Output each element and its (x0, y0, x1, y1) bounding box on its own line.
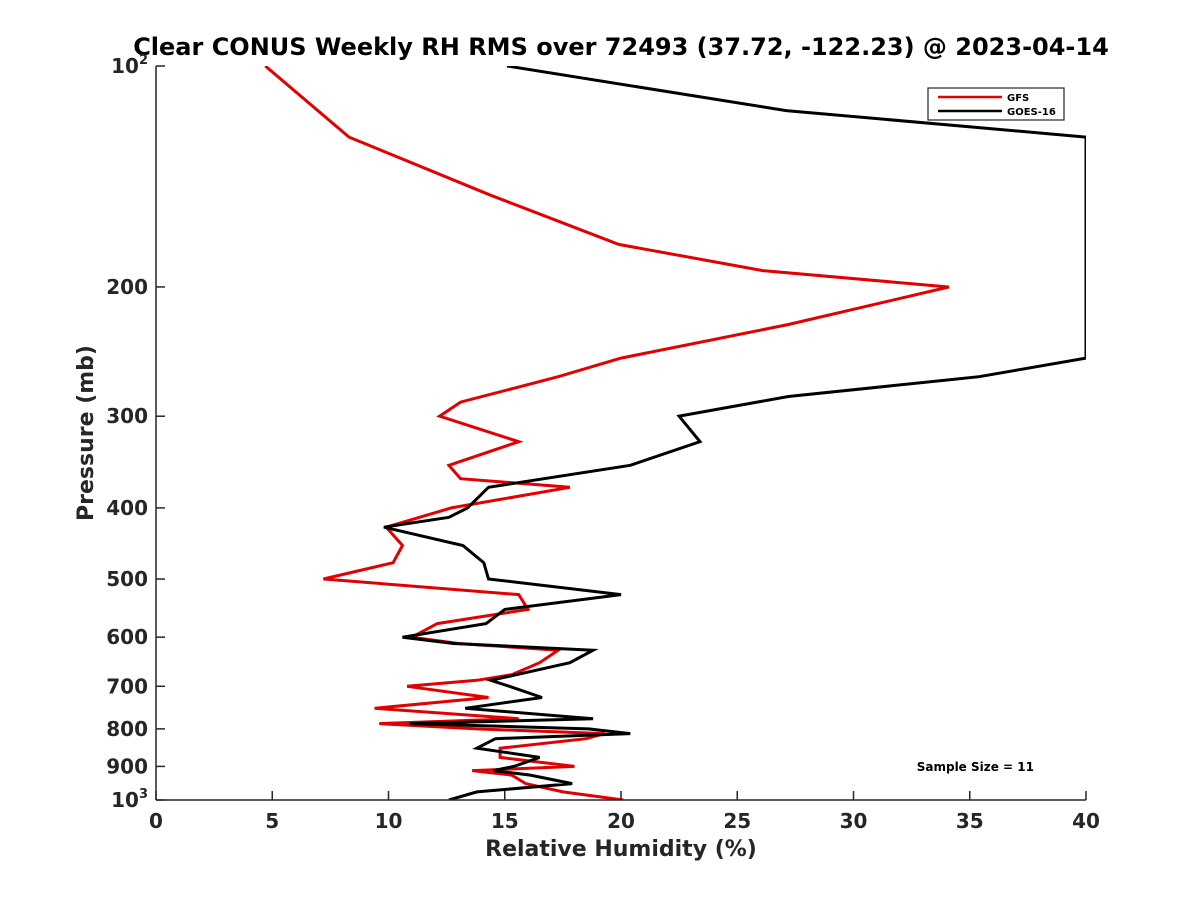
x-tick-label: 40 (1072, 809, 1100, 833)
y-ticks: 102 200 300 400 500 600 700 800 900 103 (106, 53, 165, 812)
axes (155, 66, 1086, 801)
y-tick-label: 400 (106, 496, 148, 520)
x-ticks: 0 5 10 15 20 25 30 35 40 (149, 791, 1100, 833)
legend: GFS GOES-16 (927, 87, 1065, 121)
series-layer (264, 66, 1086, 800)
x-tick-label: 15 (491, 809, 519, 833)
series-line-goes-16 (383, 66, 1086, 800)
y-tick-label: 700 (106, 674, 148, 698)
chart-title: Clear CONUS Weekly RH RMS over 72493 (37… (133, 33, 1109, 61)
y-tick-label: 900 (106, 754, 148, 778)
x-tick-label: 10 (375, 809, 403, 833)
x-tick-label: 5 (265, 809, 279, 833)
sample-size-annotation: Sample Size = 11 (917, 760, 1034, 774)
x-axis-label: Relative Humidity (%) (485, 837, 757, 862)
x-tick-label: 0 (149, 809, 163, 833)
legend-label-gfs: GFS (1007, 93, 1029, 104)
x-tick-label: 20 (607, 809, 635, 833)
y-tick-label: 600 (106, 625, 148, 649)
legend-label-goes-16: GOES-16 (1007, 107, 1056, 118)
y-tick-label: 500 (106, 567, 148, 591)
y-axis-label: Pressure (mb) (74, 345, 99, 521)
y-tick-label: 800 (106, 717, 148, 741)
legend-box (927, 87, 1065, 121)
x-tick-label: 35 (956, 809, 984, 833)
x-tick-label: 25 (723, 809, 751, 833)
y-tick-label: 200 (106, 275, 148, 299)
x-tick-label: 30 (840, 809, 868, 833)
y-tick-label: 103 (111, 787, 148, 812)
y-tick-label: 102 (111, 53, 148, 78)
y-tick-label: 300 (106, 404, 148, 428)
series-line-gfs (264, 66, 950, 800)
